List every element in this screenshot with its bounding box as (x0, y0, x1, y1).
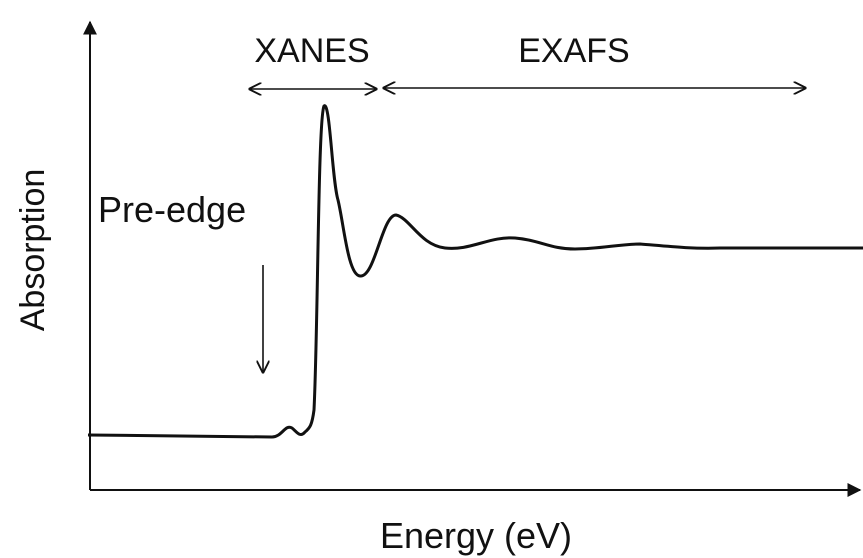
y-axis-label: Absorption (14, 169, 52, 332)
absorption-curve (87, 104, 863, 439)
x-axis-label: Energy (eV) (380, 515, 572, 556)
pre-edge-label: Pre-edge (98, 189, 246, 230)
xanes-label: XANES (254, 32, 369, 70)
exafs-label: EXAFS (518, 32, 629, 70)
